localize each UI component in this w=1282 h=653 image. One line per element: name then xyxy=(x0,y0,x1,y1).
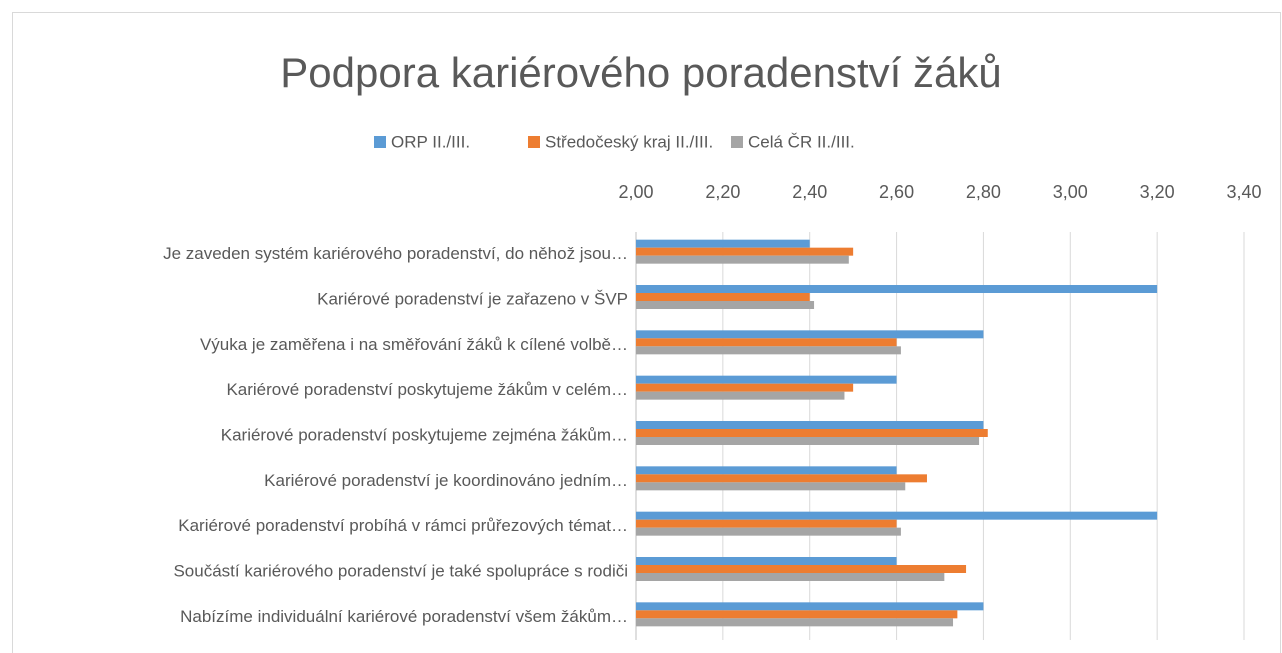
legend-label: ORP II./III. xyxy=(391,132,470,151)
legend-label: Středočeský kraj II./III. xyxy=(545,132,713,151)
legend-swatch xyxy=(731,136,743,148)
bar xyxy=(636,511,1158,520)
bar xyxy=(636,466,897,475)
y-tick-label: Kariérové poradenství poskytujeme zejmén… xyxy=(221,425,628,444)
bar xyxy=(636,338,897,347)
bar xyxy=(636,527,901,536)
bar xyxy=(636,482,906,491)
bar xyxy=(636,285,1158,293)
bar xyxy=(636,375,897,384)
x-tick-label: 3,20 xyxy=(1140,182,1175,202)
y-tick-label: Nabízíme individuální kariérové poradens… xyxy=(180,607,628,626)
bar xyxy=(636,239,810,248)
bar xyxy=(636,573,945,581)
bar xyxy=(636,474,927,483)
chart-title: Podpora kariérového poradenství žáků xyxy=(280,49,1001,96)
legend-swatch xyxy=(374,136,386,148)
bar xyxy=(636,437,980,445)
bar xyxy=(636,247,854,256)
bar xyxy=(636,618,954,627)
bar xyxy=(636,557,897,565)
bar xyxy=(636,346,901,355)
bar xyxy=(636,293,810,301)
bar xyxy=(636,330,984,339)
bar xyxy=(636,429,988,437)
y-tick-label: Kariérové poradenství je zařazeno v ŠVP xyxy=(317,289,628,308)
y-tick-label: Výuka je zaměřena i na směřování žáků k … xyxy=(200,335,628,354)
bar xyxy=(636,391,845,400)
legend-swatch xyxy=(528,136,540,148)
x-tick-label: 2,40 xyxy=(792,182,827,202)
y-tick-label: Součástí kariérového poradenství je také… xyxy=(173,561,628,580)
bar xyxy=(636,421,984,429)
y-tick-label: Kariérové poradenství probíhá v rámci pr… xyxy=(178,516,628,535)
x-tick-label: 3,00 xyxy=(1053,182,1088,202)
bar xyxy=(636,602,984,611)
bar xyxy=(636,565,967,573)
bar xyxy=(636,255,849,264)
bar xyxy=(636,383,854,392)
legend-label: Celá ČR II./III. xyxy=(748,132,855,151)
bar xyxy=(636,610,958,619)
bar xyxy=(636,519,897,528)
y-tick-label: Kariérové poradenství poskytujeme žákům … xyxy=(226,380,628,399)
x-tick-label: 2,20 xyxy=(705,182,740,202)
bar xyxy=(636,301,815,309)
x-tick-label: 3,40 xyxy=(1226,182,1261,202)
y-tick-label: Kariérové poradenství je koordinováno je… xyxy=(264,471,628,490)
x-tick-label: 2,80 xyxy=(966,182,1001,202)
x-tick-label: 2,60 xyxy=(879,182,914,202)
x-tick-label: 2,00 xyxy=(618,182,653,202)
y-tick-label: Je zaveden systém kariérového poradenstv… xyxy=(163,244,628,263)
